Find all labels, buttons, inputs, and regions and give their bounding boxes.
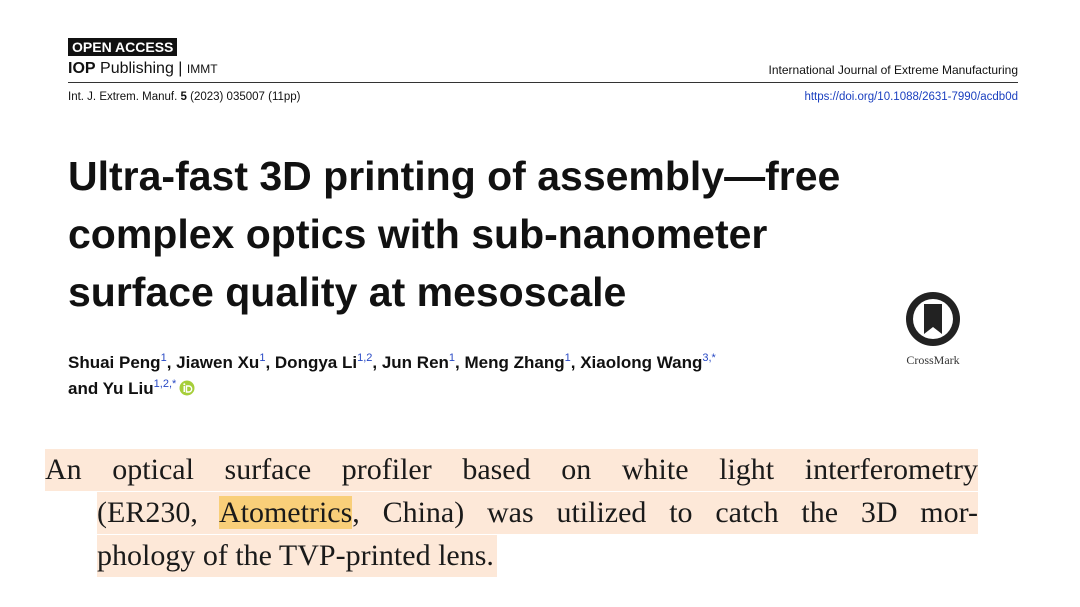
quote-line: phology of the TVP-printed lens.: [97, 535, 497, 577]
separator: |: [178, 60, 183, 77]
quote-text: , China) was utilized to catch the 3D mo…: [352, 496, 978, 529]
affiliation: 3,*: [702, 352, 716, 364]
separator: ,: [265, 353, 271, 372]
title-line: Ultra-fast 3D printing of assembly—free: [68, 153, 841, 199]
citation: Int. J. Extrem. Manuf. 5 (2023) 035007 (…: [68, 91, 301, 103]
author-list: Shuai Peng1, Jiawen Xu1, Dongya Li1,2, J…: [68, 350, 716, 402]
separator: ,: [166, 353, 172, 372]
title-line: complex optics with sub-nanometer: [68, 211, 768, 257]
affiliation: 1: [448, 352, 456, 364]
citation-suffix: (2023) 035007 (11pp): [190, 91, 301, 103]
highlight: Atometrics: [218, 496, 353, 529]
author-name: Yu Liu: [102, 379, 154, 398]
quote-line: (ER230, Atometrics, China) was utilized …: [97, 492, 978, 534]
publisher-rest: Publishing: [100, 60, 174, 77]
separator: ,: [372, 353, 378, 372]
author-name: Jun Ren: [381, 353, 449, 372]
affiliation: 1,2: [357, 352, 373, 364]
affiliation: 1: [564, 352, 571, 364]
crossmark-icon: [906, 292, 960, 346]
affiliation: 1: [160, 352, 167, 364]
quote-line: An optical surface profiler based on whi…: [45, 449, 978, 491]
header-rule: [68, 82, 1018, 83]
conjunction: and: [68, 379, 99, 398]
title-line: surface quality at mesoscale: [68, 269, 627, 315]
citation-prefix: Int. J. Extrem. Manuf.: [68, 91, 178, 103]
quote-text: (ER230,: [97, 496, 219, 529]
separator: ,: [570, 353, 576, 372]
affiliation: 1: [259, 352, 266, 364]
author-name: Meng Zhang: [464, 353, 565, 372]
author-name: Dongya Li: [274, 353, 358, 372]
publisher-logo: IOP: [68, 60, 96, 77]
crossmark-label: CrossMark: [906, 353, 960, 367]
affiliation: 1,2,*: [153, 378, 177, 390]
author-name: Xiaolong Wang: [580, 353, 703, 372]
open-access-badge: OPEN ACCESS: [68, 38, 178, 56]
orcid-icon[interactable]: [179, 380, 195, 396]
society: IMMT: [186, 62, 218, 76]
doi-link[interactable]: https://doi.org/10.1088/2631-7990/acdb0d: [804, 91, 1018, 103]
crossmark[interactable]: CrossMark: [898, 290, 968, 368]
author-name: Jiawen Xu: [176, 353, 260, 372]
publisher: IOP Publishing | IMMT: [68, 60, 218, 78]
author-name: Shuai Peng: [68, 353, 161, 372]
volume: 5: [180, 91, 187, 103]
article-title: Ultra-fast 3D printing of assembly—free …: [68, 147, 840, 321]
separator: ,: [455, 353, 460, 372]
journal-name: International Journal of Extreme Manufac…: [768, 63, 1018, 77]
